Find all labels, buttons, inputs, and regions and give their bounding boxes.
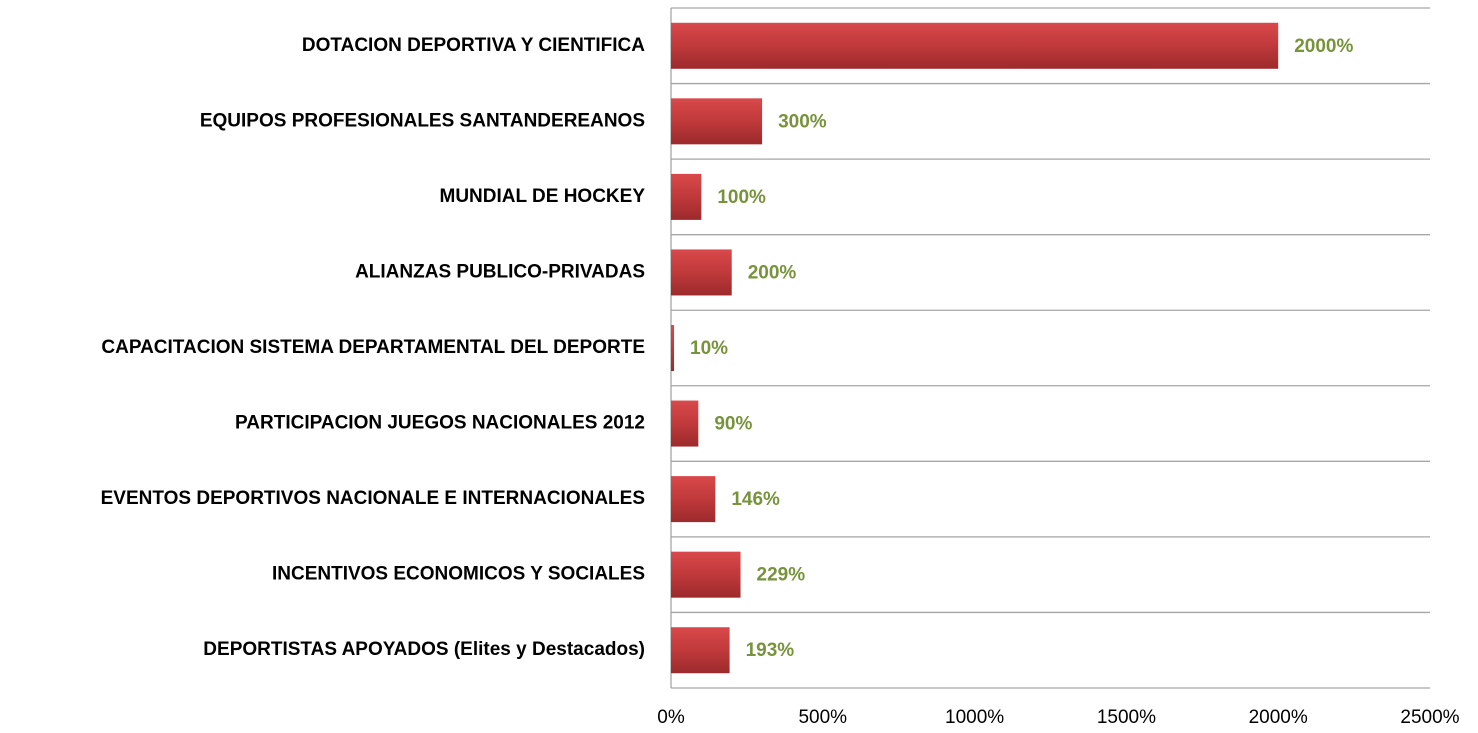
value-label: 90%: [714, 414, 752, 435]
bar: [671, 249, 732, 296]
category-label: DEPORTISTAS APOYADOS (Elites y Destacado…: [203, 639, 645, 660]
value-label: 146%: [731, 489, 780, 510]
category-label: EQUIPOS PROFESIONALES SANTANDEREANOS: [200, 110, 645, 131]
bar: [671, 98, 763, 145]
bar: [671, 22, 1279, 69]
bar: [671, 476, 716, 523]
bar: [671, 173, 702, 220]
category-label: ALIANZAS PUBLICO-PRIVADAS: [355, 261, 645, 282]
bar: [671, 400, 699, 447]
bar: [671, 551, 741, 598]
category-label: CAPACITACION SISTEMA DEPARTAMENTAL DEL D…: [101, 337, 645, 358]
x-tick-label: 0%: [657, 707, 685, 728]
value-label: 229%: [757, 565, 806, 586]
category-label: INCENTIVOS ECONOMICOS Y SOCIALES: [272, 564, 645, 585]
x-tick-label: 2000%: [1249, 707, 1308, 728]
x-tick-label: 2500%: [1400, 707, 1459, 728]
bar: [671, 325, 675, 371]
value-label: 10%: [690, 338, 728, 359]
value-label: 300%: [778, 111, 827, 132]
category-label: DOTACION DEPORTIVA Y CIENTIFICA: [302, 35, 645, 56]
category-label: PARTICIPACION JUEGOS NACIONALES 2012: [235, 413, 645, 434]
x-tick-label: 500%: [798, 707, 847, 728]
x-tick-label: 1500%: [1097, 707, 1156, 728]
value-label: 100%: [717, 187, 766, 208]
category-label: MUNDIAL DE HOCKEY: [440, 186, 646, 207]
x-tick-label: 1000%: [945, 707, 1004, 728]
bar: [671, 627, 730, 674]
category-label: EVENTOS DEPORTIVOS NACIONALE E INTERNACI…: [101, 488, 645, 509]
value-label: 200%: [748, 262, 797, 283]
value-label: 193%: [746, 640, 795, 661]
value-label: 2000%: [1294, 36, 1353, 57]
